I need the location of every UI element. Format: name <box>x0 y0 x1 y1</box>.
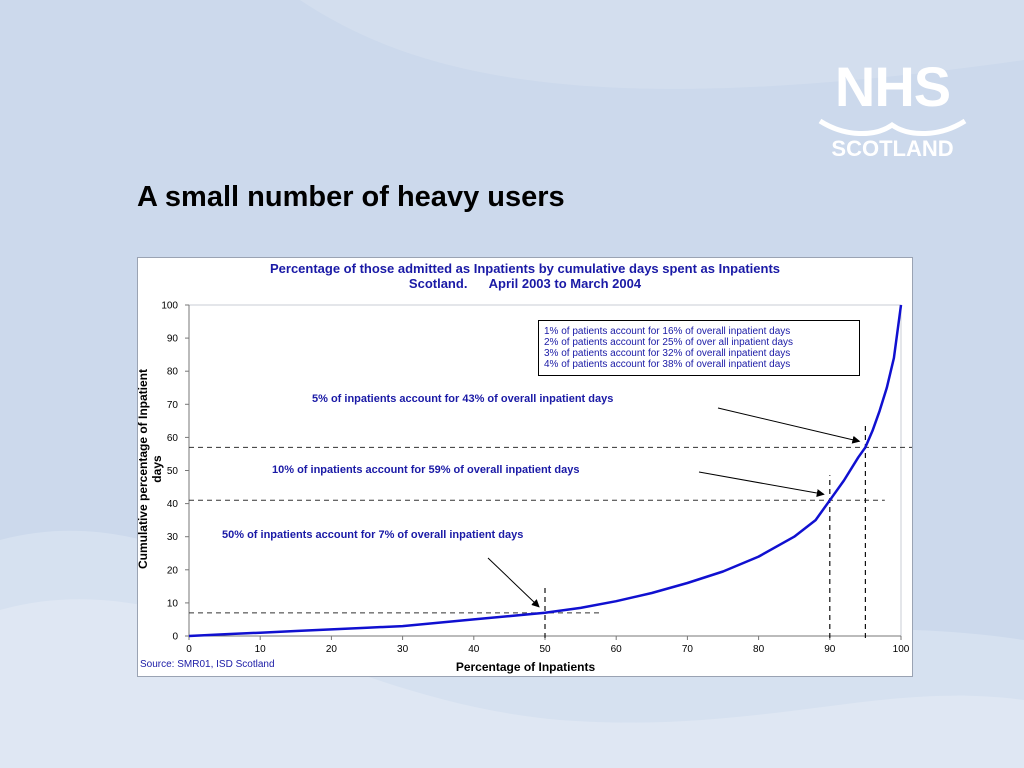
x-tick-label: 70 <box>682 644 694 655</box>
chart-plot: 0 10 20 30 40 50 60 70 80 90 100 0 10 20 30 40 50 60 70 80 9… <box>161 301 912 655</box>
series-line <box>188 304 903 638</box>
x-tick-label: 60 <box>611 644 623 655</box>
chart-title: Percentage of those admitted as Inpatien… <box>138 261 912 291</box>
y-tick-label: 60 <box>167 433 179 444</box>
chart-source: Source: SMR01, ISD Scotland <box>140 659 275 670</box>
y-tick-label: 100 <box>161 301 178 312</box>
y-tick-label: 30 <box>167 532 179 543</box>
chart-legend-box: 1% of patients account for 16% of overal… <box>538 320 860 376</box>
x-tick-label: 50 <box>539 644 551 655</box>
annotation-10-percent: 10% of inpatients account for 59% of ove… <box>272 464 580 476</box>
y-axis-label: Cumulative percentage of Inpatient days <box>136 368 164 570</box>
logo-scotland-text: SCOTLAND <box>831 136 954 161</box>
x-tick-label: 80 <box>753 644 765 655</box>
x-tick-label: 100 <box>893 644 910 655</box>
annotation-5-percent: 5% of inpatients account for 43% of over… <box>312 393 614 405</box>
x-tick-label: 10 <box>255 644 267 655</box>
y-tick-label: 90 <box>167 334 179 345</box>
arrow-5-percent <box>717 407 861 444</box>
legend-line: 1% of patients account for 16% of overal… <box>544 326 791 337</box>
nhs-scotland-logo: NHS SCOTLAND <box>815 55 975 170</box>
x-tick-label: 30 <box>397 644 409 655</box>
annotation-50-percent: 50% of inpatients account for 7% of over… <box>222 529 524 541</box>
x-tick-label: 90 <box>824 644 836 655</box>
arrow-50-percent <box>487 557 540 608</box>
y-tick-label: 40 <box>167 499 179 510</box>
y-tick-label: 20 <box>167 565 179 576</box>
x-axis-label: Percentage of Inpatients <box>455 660 596 674</box>
y-tick-label: 0 <box>172 632 178 643</box>
legend-line: 3% of patients account for 32% of overal… <box>544 348 791 359</box>
slide-title: A small number of heavy users <box>137 181 565 213</box>
chart-title-line1: Percentage of those admitted as Inpatien… <box>269 261 781 276</box>
y-tick-label: 80 <box>167 367 179 378</box>
chart-panel: Percentage of those admitted as Inpatien… <box>136 257 913 677</box>
x-tick-label: 0 <box>186 644 192 655</box>
logo-wave-icon <box>818 118 967 137</box>
logo-nhs-text: NHS <box>834 55 951 118</box>
y-tick-label: 70 <box>167 400 179 411</box>
chart-title-line2: Scotland. April 2003 to March 2004 <box>408 276 642 291</box>
x-tick-label: 40 <box>468 644 480 655</box>
y-tick-label: 10 <box>167 598 179 609</box>
y-tick-label: 50 <box>167 466 179 477</box>
x-tick-label: 20 <box>326 644 338 655</box>
arrow-10-percent <box>698 471 825 497</box>
legend-line: 4% of patients account for 38% of overal… <box>544 359 791 370</box>
legend-line: 2% of patients account for 25% of over a… <box>544 337 794 348</box>
